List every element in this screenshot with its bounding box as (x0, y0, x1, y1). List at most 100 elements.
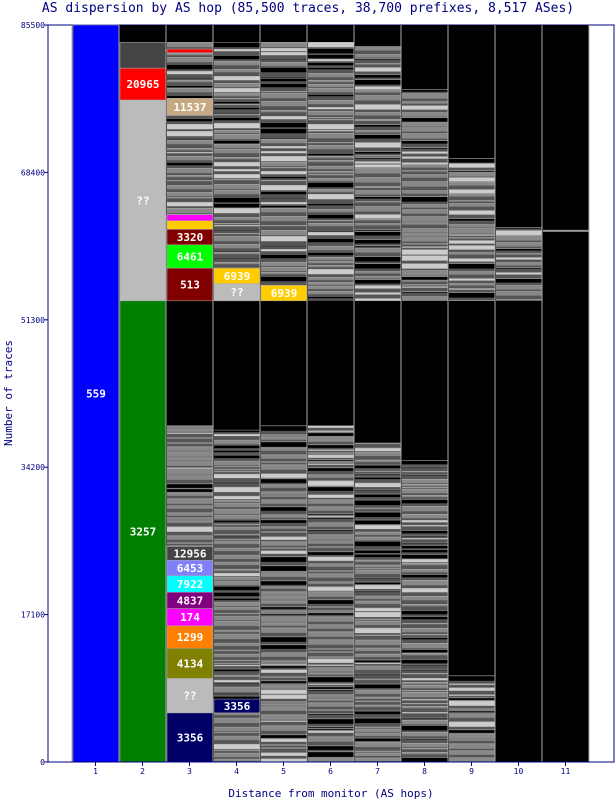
minor-as-segment (214, 548, 260, 552)
minor-as-segment (402, 174, 448, 178)
minor-as-segment (308, 142, 354, 144)
minor-as-segment (308, 124, 354, 130)
as-label-6453-hop-3: 6453 (177, 562, 204, 575)
as-label-3320-hop-3: 3320 (177, 231, 204, 244)
minor-as-segment (308, 62, 354, 66)
minor-as-segment (402, 489, 448, 494)
minor-as-segment (355, 635, 401, 637)
minor-as-segment (355, 142, 401, 148)
minor-as-segment (308, 648, 354, 650)
minor-as-segment (355, 648, 401, 652)
minor-as-segment (167, 192, 213, 197)
x-axis-title: Distance from monitor (AS hops) (228, 787, 433, 800)
minor-as-segment (167, 475, 213, 480)
minor-as-segment (355, 508, 401, 510)
minor-as-segment (261, 139, 307, 144)
minor-as-segment (402, 738, 448, 740)
minor-as-segment (261, 600, 307, 604)
minor-as-segment (308, 599, 354, 604)
minor-as-segment (214, 244, 260, 249)
minor-as-segment (355, 263, 401, 269)
minor-as-segment (308, 425, 354, 428)
minor-as-segment (449, 743, 495, 749)
minor-as-segment (261, 461, 307, 463)
minor-as-segment (449, 237, 495, 239)
minor-as-segment (261, 267, 307, 272)
minor-as-segment (308, 546, 354, 548)
minor-as-segment (214, 500, 260, 503)
minor-as-segment (355, 79, 401, 85)
minor-as-segment (308, 166, 354, 170)
minor-as-segment (214, 634, 260, 640)
minor-as-segment (402, 156, 448, 159)
minor-as-segment (402, 484, 448, 487)
minor-as-segment (402, 237, 448, 242)
minor-as-segment (261, 541, 307, 546)
minor-as-segment (449, 240, 495, 244)
minor-as-segment (402, 743, 448, 748)
minor-as-segment (402, 538, 448, 540)
as-label-513-hop-3: 513 (180, 278, 200, 291)
minor-as-segment (261, 720, 307, 722)
minor-as-segment (449, 245, 495, 250)
as-label-3356-hop-4: 3356 (224, 700, 251, 713)
minor-as-segment (261, 622, 307, 626)
minor-as-segment (355, 565, 401, 568)
minor-as-segment (308, 694, 354, 698)
minor-as-segment (261, 473, 307, 478)
minor-as-segment (355, 541, 401, 547)
minor-as-segment (449, 224, 495, 228)
minor-as-segment (402, 610, 448, 615)
minor-as-segment (449, 757, 495, 762)
minor-as-segment (214, 144, 260, 149)
minor-as-segment (355, 751, 401, 753)
minor-as-segment (308, 444, 354, 448)
minor-as-segment (308, 189, 354, 193)
minor-as-segment (214, 665, 260, 667)
minor-as-segment (355, 753, 401, 757)
minor-as-segment (261, 478, 307, 483)
minor-as-segment (214, 184, 260, 190)
minor-as-segment (496, 242, 542, 247)
minor-as-segment (261, 208, 307, 213)
minor-as-segment (355, 134, 401, 139)
minor-as-segment (449, 158, 495, 163)
minor-as-segment (402, 117, 448, 122)
minor-as-segment (261, 176, 307, 179)
minor-as-segment (167, 175, 213, 178)
minor-as-segment (355, 443, 401, 445)
minor-as-segment (167, 168, 213, 174)
minor-as-segment (402, 545, 448, 549)
minor-as-segment (355, 86, 401, 90)
minor-as-segment (308, 656, 354, 658)
minor-as-segment (402, 228, 448, 233)
minor-as-segment (167, 77, 213, 79)
y-tick-label-85500: 85500 (21, 21, 45, 30)
as-segment-qq-hop-2 (119, 99, 167, 302)
minor-as-segment (355, 596, 401, 600)
minor-as-segment (355, 448, 401, 452)
as-label-4134-hop-3: 4134 (177, 657, 204, 670)
minor-as-band-hop-7 (355, 46, 401, 301)
minor-as-segment (214, 162, 260, 167)
minor-as-segment (261, 580, 307, 585)
minor-as-segment (214, 643, 260, 647)
minor-as-segment (214, 455, 260, 459)
minor-as-segment (308, 718, 354, 724)
minor-as-segment (355, 674, 401, 676)
minor-as-segment (308, 664, 354, 666)
minor-as-segment (261, 734, 307, 738)
minor-as-segment (308, 651, 354, 653)
minor-as-segment (496, 230, 542, 236)
minor-as-segment (261, 162, 307, 167)
minor-as-segment (167, 64, 213, 70)
minor-as-segment (449, 263, 495, 269)
minor-as-segment (308, 515, 354, 517)
minor-as-segment (402, 216, 448, 222)
minor-as-segment (402, 699, 448, 701)
minor-as-segment (308, 486, 354, 491)
minor-as-segment (167, 425, 213, 428)
minor-as-segment (402, 604, 448, 607)
minor-as-segment (355, 104, 401, 110)
as-segment-hop-3 (166, 220, 214, 230)
